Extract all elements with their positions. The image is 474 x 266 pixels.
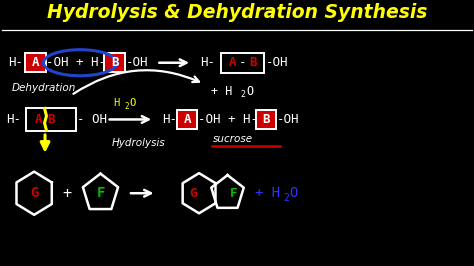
Text: + H: + H xyxy=(211,85,232,98)
Text: + H: + H xyxy=(255,186,280,200)
Text: O: O xyxy=(289,186,298,200)
Text: H-: H- xyxy=(6,113,21,126)
Text: G: G xyxy=(189,187,197,200)
Text: -: - xyxy=(239,56,246,69)
Text: A: A xyxy=(35,113,43,126)
Text: H-: H- xyxy=(9,56,24,69)
Text: sucrose: sucrose xyxy=(213,134,254,144)
Text: A: A xyxy=(183,113,191,126)
Text: -OH: -OH xyxy=(265,56,288,69)
Text: -OH + H-: -OH + H- xyxy=(46,56,107,69)
Text: H: H xyxy=(113,98,119,108)
Text: B: B xyxy=(47,113,55,126)
Text: -OH + H-: -OH + H- xyxy=(198,113,258,126)
Text: F: F xyxy=(96,186,105,200)
Text: -OH: -OH xyxy=(277,113,300,126)
FancyBboxPatch shape xyxy=(25,53,46,72)
Text: O: O xyxy=(246,85,254,98)
Text: B: B xyxy=(111,56,118,69)
FancyArrowPatch shape xyxy=(73,70,199,94)
FancyArrowPatch shape xyxy=(41,135,49,149)
Text: G: G xyxy=(30,186,38,200)
Text: A: A xyxy=(228,56,236,69)
FancyBboxPatch shape xyxy=(256,110,276,129)
Text: - OH: - OH xyxy=(77,113,107,126)
Text: Hydrolysis & Dehydration Synthesis: Hydrolysis & Dehydration Synthesis xyxy=(47,3,427,22)
FancyBboxPatch shape xyxy=(177,110,197,129)
Text: H-: H- xyxy=(162,113,177,126)
Text: F: F xyxy=(229,187,237,200)
Text: A: A xyxy=(32,56,39,69)
Text: O: O xyxy=(129,98,136,108)
Text: 2: 2 xyxy=(240,90,246,99)
Text: Hydrolysis: Hydrolysis xyxy=(111,138,165,148)
Text: 2: 2 xyxy=(283,193,289,203)
Text: Dehydration: Dehydration xyxy=(12,83,76,93)
Text: H-: H- xyxy=(200,56,215,69)
Text: +: + xyxy=(63,186,72,201)
FancyBboxPatch shape xyxy=(104,53,125,72)
Text: B: B xyxy=(263,113,270,126)
Text: 2: 2 xyxy=(124,102,129,111)
Text: -OH: -OH xyxy=(126,56,148,69)
Text: B: B xyxy=(249,56,257,69)
